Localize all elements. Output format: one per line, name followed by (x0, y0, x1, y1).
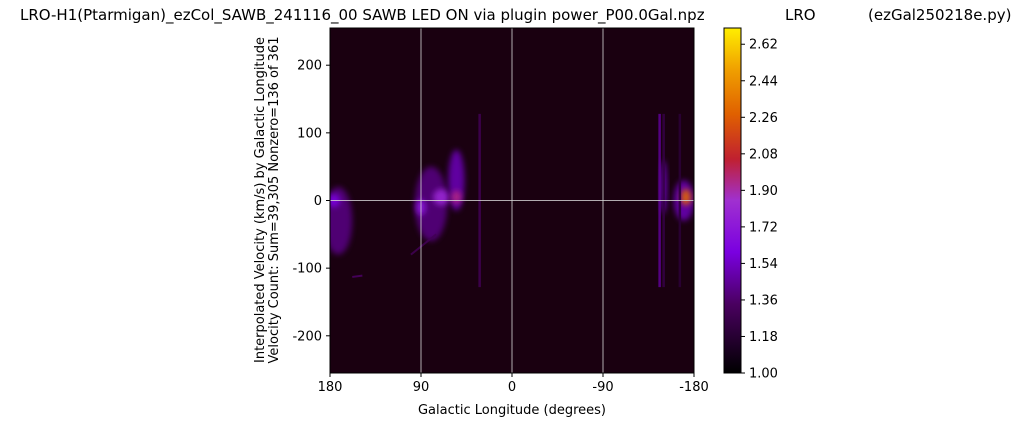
colorbar-tick-label: 2.08 (749, 147, 778, 162)
colorbar-tick-label: 1.54 (749, 257, 778, 272)
colorbar-tick-label: 1.18 (749, 330, 778, 345)
x-tick-label: -180 (679, 380, 709, 395)
reference-lines (330, 28, 694, 373)
heatmap-segment (410, 233, 437, 256)
y-tick-label: 100 (297, 126, 322, 141)
heatmap-blob (680, 189, 691, 206)
y-tick-label: 0 (314, 194, 322, 209)
y-axis: 200 100 0 -100 -200 (292, 59, 330, 344)
heatmap-plot (329, 27, 695, 374)
x-axis-label: Galactic Longitude (degrees) (418, 403, 606, 418)
x-tick-label: -90 (592, 380, 613, 395)
x-tick-label: 90 (413, 380, 430, 395)
chart-title: LRO-H1(Ptarmigan)_ezCol_SAWB_241116_00 S… (20, 6, 705, 25)
heatmap-blob (433, 189, 450, 206)
heatmap-blob (414, 166, 448, 242)
heatmap-blob (451, 190, 462, 204)
colorbar-ticks: 1.00 1.18 1.36 1.54 1.72 1.90 2.08 2.26 2.44 2.62 (741, 38, 778, 382)
colorbar-tick-label: 2.62 (749, 38, 778, 53)
y-tick-label: -100 (292, 262, 322, 277)
heatmap-segment (352, 274, 363, 278)
y-axis-label-line1: Interpolated Velocity (km/s) by Galactic… (253, 37, 268, 363)
colorbar-tick-label: 2.26 (749, 111, 778, 126)
y-tick-label: -200 (292, 329, 322, 344)
colorbar: 1.00 1.18 1.36 1.54 1.72 1.90 2.08 2.26 2.44 2.62 (723, 27, 778, 382)
y-axis-label-line2: Velocity Count: Sum=39,305 Nonzero=136 o… (267, 37, 282, 364)
program-label: (ezGal250218e.py) (868, 6, 1011, 24)
station-label: LRO (785, 6, 816, 24)
colorbar-tick-label: 1.72 (749, 220, 778, 235)
colorbar-tick-label: 1.90 (749, 184, 778, 199)
y-tick-label: 200 (297, 59, 322, 74)
colorbar-tick-label: 1.00 (749, 367, 778, 382)
x-tick-label: 0 (508, 380, 516, 395)
colorbar-gradient (723, 27, 742, 374)
x-axis: 180 90 0 -90 -180 (318, 373, 709, 395)
colorbar-tick-label: 1.36 (749, 293, 778, 308)
colorbar-tick-label: 2.44 (749, 74, 778, 89)
x-tick-label: 180 (318, 380, 343, 395)
